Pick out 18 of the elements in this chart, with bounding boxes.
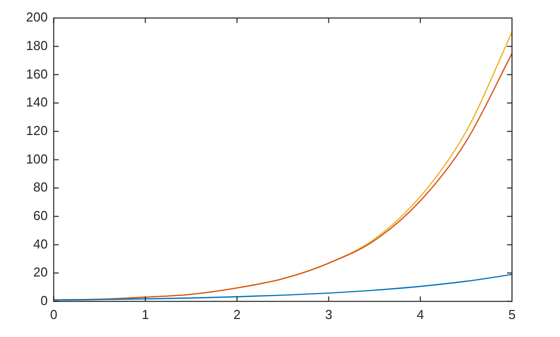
x-tick-label: 3 (325, 306, 332, 322)
y-tick-label: 20 (33, 264, 48, 280)
x-tick-label: 1 (142, 306, 149, 322)
x-tick-label: 5 (508, 306, 516, 322)
y-tick-label: 140 (26, 94, 48, 110)
y-tick-label: 180 (26, 38, 48, 53)
x-tick-label: 2 (233, 306, 241, 322)
line-series (54, 274, 512, 301)
y-tick-label: 0 (40, 292, 48, 308)
y-tick-label: 160 (26, 66, 48, 82)
y-tick-label: 200 (26, 10, 48, 25)
y-tick-label: 120 (26, 122, 48, 138)
x-tick-label: 0 (50, 306, 58, 322)
y-tick-label: 80 (33, 180, 48, 195)
x-tick-label: 4 (416, 306, 424, 322)
y-tick-label: 100 (26, 151, 48, 166)
y-tick-label: 40 (33, 236, 48, 252)
y-tick-label: 60 (33, 208, 48, 223)
